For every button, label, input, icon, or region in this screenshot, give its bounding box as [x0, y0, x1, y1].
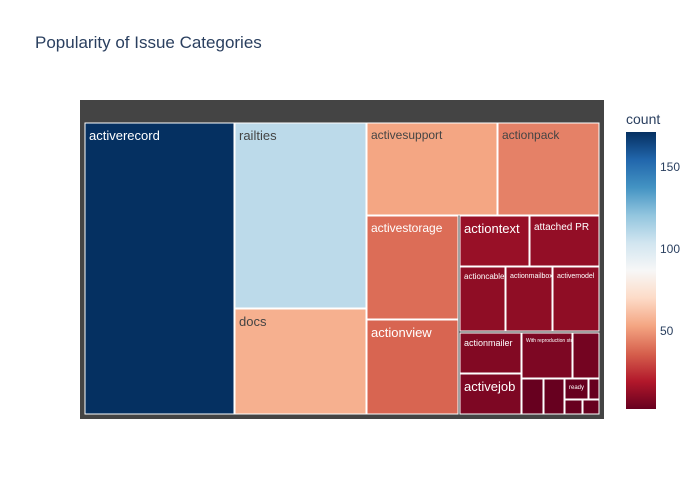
treemap-tile-label: actioncable [464, 272, 505, 281]
treemap-tile[interactable] [529, 215, 600, 267]
treemap-tile-label: actionmailer [464, 338, 513, 348]
treemap-tile[interactable] [521, 378, 544, 415]
treemap-tile[interactable] [505, 266, 553, 332]
colorbar-tick-label: 100 [660, 242, 681, 256]
treemap-tile-label: railties [239, 128, 277, 143]
treemap-tile-label: activesupport [371, 128, 443, 142]
treemap-tile-label: activerecord [89, 128, 160, 143]
treemap-tile[interactable] [84, 122, 235, 415]
treemap-tile[interactable] [459, 215, 530, 267]
treemap-tile-label: actionmailbox [510, 273, 553, 280]
treemap-tile-label: actionview [371, 325, 432, 340]
colorbar [626, 132, 656, 409]
colorbar-tick-label: 50 [660, 323, 674, 338]
treemap-tile-label: actionpack [502, 128, 560, 142]
treemap-tile-label: activemodel [557, 273, 595, 280]
treemap-tile[interactable] [366, 215, 459, 320]
treemap-tile-label: docs [239, 314, 267, 329]
treemap-tile[interactable] [564, 378, 589, 400]
treemap-tile-label: activestorage [371, 221, 443, 235]
treemap-tile[interactable] [459, 266, 506, 332]
treemap-tile[interactable] [582, 399, 600, 415]
treemap-tile[interactable] [543, 378, 565, 415]
treemap-tile[interactable] [521, 332, 573, 379]
colorbar-title: count [626, 111, 661, 127]
treemap-tile[interactable] [459, 332, 522, 374]
treemap-tile-label: With reproduction steps [526, 338, 579, 344]
treemap-tile[interactable] [497, 122, 600, 216]
treemap-tile[interactable] [234, 122, 367, 309]
treemap-tile[interactable] [366, 122, 498, 216]
treemap-tile-label: activejob [464, 379, 515, 394]
treemap-tile[interactable] [572, 332, 600, 379]
colorbar-tick-label: 150 [660, 160, 681, 175]
treemap-tile[interactable] [366, 319, 459, 415]
chart-title: Popularity of Issue Categories [35, 33, 262, 52]
treemap-tile[interactable] [459, 373, 522, 415]
treemap-tile-label: attached PR [534, 222, 589, 233]
treemap-tile[interactable] [552, 266, 600, 332]
treemap-tile-label: ready [569, 385, 584, 391]
treemap-tile[interactable] [564, 399, 583, 415]
treemap-tile[interactable] [588, 378, 600, 400]
treemap-tile[interactable] [234, 308, 367, 415]
treemap-tile-label: actiontext [464, 221, 520, 236]
